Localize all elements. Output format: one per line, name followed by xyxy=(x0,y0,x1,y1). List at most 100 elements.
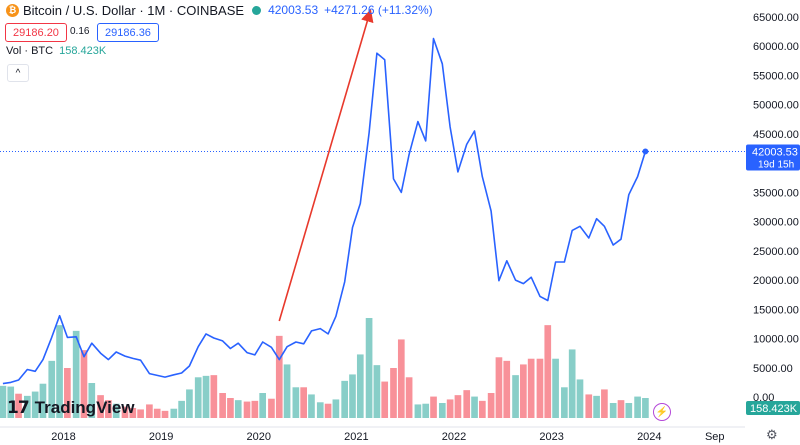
time-axis: 2018 2019 2020 2021 2022 2023 2024 Sep xyxy=(51,431,724,443)
time-axis-label: Sep xyxy=(705,431,725,443)
annotation-arrow xyxy=(278,9,374,322)
price-axis-label: 10000.00 xyxy=(753,334,799,346)
volume-bar xyxy=(536,358,544,418)
volume-value: 158.423K xyxy=(59,45,107,57)
tradingview-logo-text: TradingView xyxy=(34,398,135,417)
lightning-icon[interactable]: ⚡ xyxy=(653,403,671,421)
price-axis-label: 25000.00 xyxy=(753,246,799,258)
volume-bar xyxy=(31,391,39,418)
volume-bar xyxy=(234,400,242,418)
price-axis-label: 5000.00 xyxy=(753,363,793,375)
last-price-text: 42003.53 xyxy=(268,3,319,17)
volume-bar xyxy=(194,377,202,418)
volume-bar xyxy=(56,325,63,418)
last-price-badge-bg xyxy=(746,144,800,171)
volume-bar xyxy=(219,393,226,418)
volume-bar xyxy=(634,396,641,418)
volume-bar xyxy=(137,409,144,418)
volume-bar xyxy=(341,380,349,418)
price-axis-label: 50000.00 xyxy=(753,100,799,112)
price-axis-label: 15000.00 xyxy=(753,304,799,316)
volume-bar xyxy=(39,383,47,418)
volume-bar xyxy=(112,403,120,418)
volume-bar xyxy=(48,360,56,418)
volume-bar xyxy=(170,408,178,418)
volume-bar xyxy=(512,375,519,418)
volume-bar xyxy=(463,390,471,418)
volume-bar xyxy=(568,349,576,418)
volume-bar xyxy=(561,387,568,418)
volume-bar xyxy=(430,396,437,418)
volume-bars xyxy=(0,318,649,418)
volume-bar xyxy=(0,385,7,418)
time-axis-label: 2019 xyxy=(149,431,173,443)
volume-bar xyxy=(300,387,307,418)
volume-bar xyxy=(585,394,593,418)
volume-bar xyxy=(487,393,495,418)
volume-bar xyxy=(495,357,503,418)
volume-bar xyxy=(210,375,218,418)
symbol-title[interactable]: Bitcoin / U.S. Dollar · 1M · COINBASE xyxy=(23,2,245,18)
time-axis-label: 2024 xyxy=(637,431,661,443)
volume-bar xyxy=(202,375,210,418)
volume-bar xyxy=(251,400,259,418)
volume-bar xyxy=(625,403,633,418)
volume-bar xyxy=(178,400,185,418)
volume-bar xyxy=(601,389,608,418)
volume-legend: Vol · BTC 158.423K xyxy=(6,45,106,57)
volume-bar xyxy=(292,387,300,418)
volume-bar xyxy=(593,395,600,418)
volume-bar xyxy=(617,400,625,418)
price-axis-label: 60000.00 xyxy=(753,41,799,53)
volume-bar xyxy=(576,379,584,418)
volume-bar xyxy=(72,330,80,418)
volume-bar xyxy=(129,408,137,418)
volume-bar xyxy=(503,360,511,418)
volume-bar xyxy=(7,386,15,418)
chevron-up-icon: ^ xyxy=(15,67,21,79)
volume-bar xyxy=(259,393,266,418)
volume-bar xyxy=(64,368,71,418)
time-axis-label: 2020 xyxy=(247,431,271,443)
price-axis-label: 55000.00 xyxy=(753,70,799,82)
volume-bar xyxy=(422,403,430,418)
volume-bar xyxy=(268,398,275,418)
volume-bar xyxy=(80,350,88,418)
tradingview-logo[interactable]: 17 TradingView xyxy=(7,398,135,418)
spread-value: 0.16 xyxy=(70,26,90,37)
volume-bar xyxy=(414,404,422,418)
volume-bar xyxy=(243,401,251,418)
collapse-legend-button[interactable]: ^ xyxy=(7,64,29,82)
volume-bar xyxy=(283,364,291,418)
price-axis: 0.005000.0010000.0015000.0020000.0025000… xyxy=(753,12,799,404)
price-axis-label: 45000.00 xyxy=(753,129,799,141)
volume-bar xyxy=(365,318,373,418)
volume-bar xyxy=(527,358,535,418)
volume-bar xyxy=(324,403,332,418)
buy-button[interactable]: 29186.36 xyxy=(97,23,159,42)
last-price-dot xyxy=(642,148,649,155)
volume-bar xyxy=(227,398,234,418)
volume-bar xyxy=(121,406,129,418)
volume-bar xyxy=(105,400,112,418)
volume-bar xyxy=(146,404,153,418)
volume-bar xyxy=(438,403,446,418)
volume-bar xyxy=(552,358,559,418)
market-status-icon xyxy=(252,5,262,15)
time-axis-label: 2018 xyxy=(51,431,75,443)
volume-bar xyxy=(97,395,104,418)
volume-bar xyxy=(275,335,283,418)
volume-bar xyxy=(316,402,324,418)
gear-icon[interactable]: ⚙ xyxy=(766,427,778,442)
volume-bar xyxy=(153,408,161,418)
price-axis-label: 65000.00 xyxy=(753,12,799,24)
volume-bar xyxy=(471,396,478,418)
sell-button[interactable]: 29186.20 xyxy=(5,23,67,42)
bitcoin-icon: ₿ xyxy=(6,3,19,17)
symbol-header: ₿ Bitcoin / U.S. Dollar · 1M · COINBASE … xyxy=(0,0,433,20)
volume-bar xyxy=(24,395,31,418)
volume-bar xyxy=(390,368,397,418)
time-axis-label: 2023 xyxy=(539,431,563,443)
